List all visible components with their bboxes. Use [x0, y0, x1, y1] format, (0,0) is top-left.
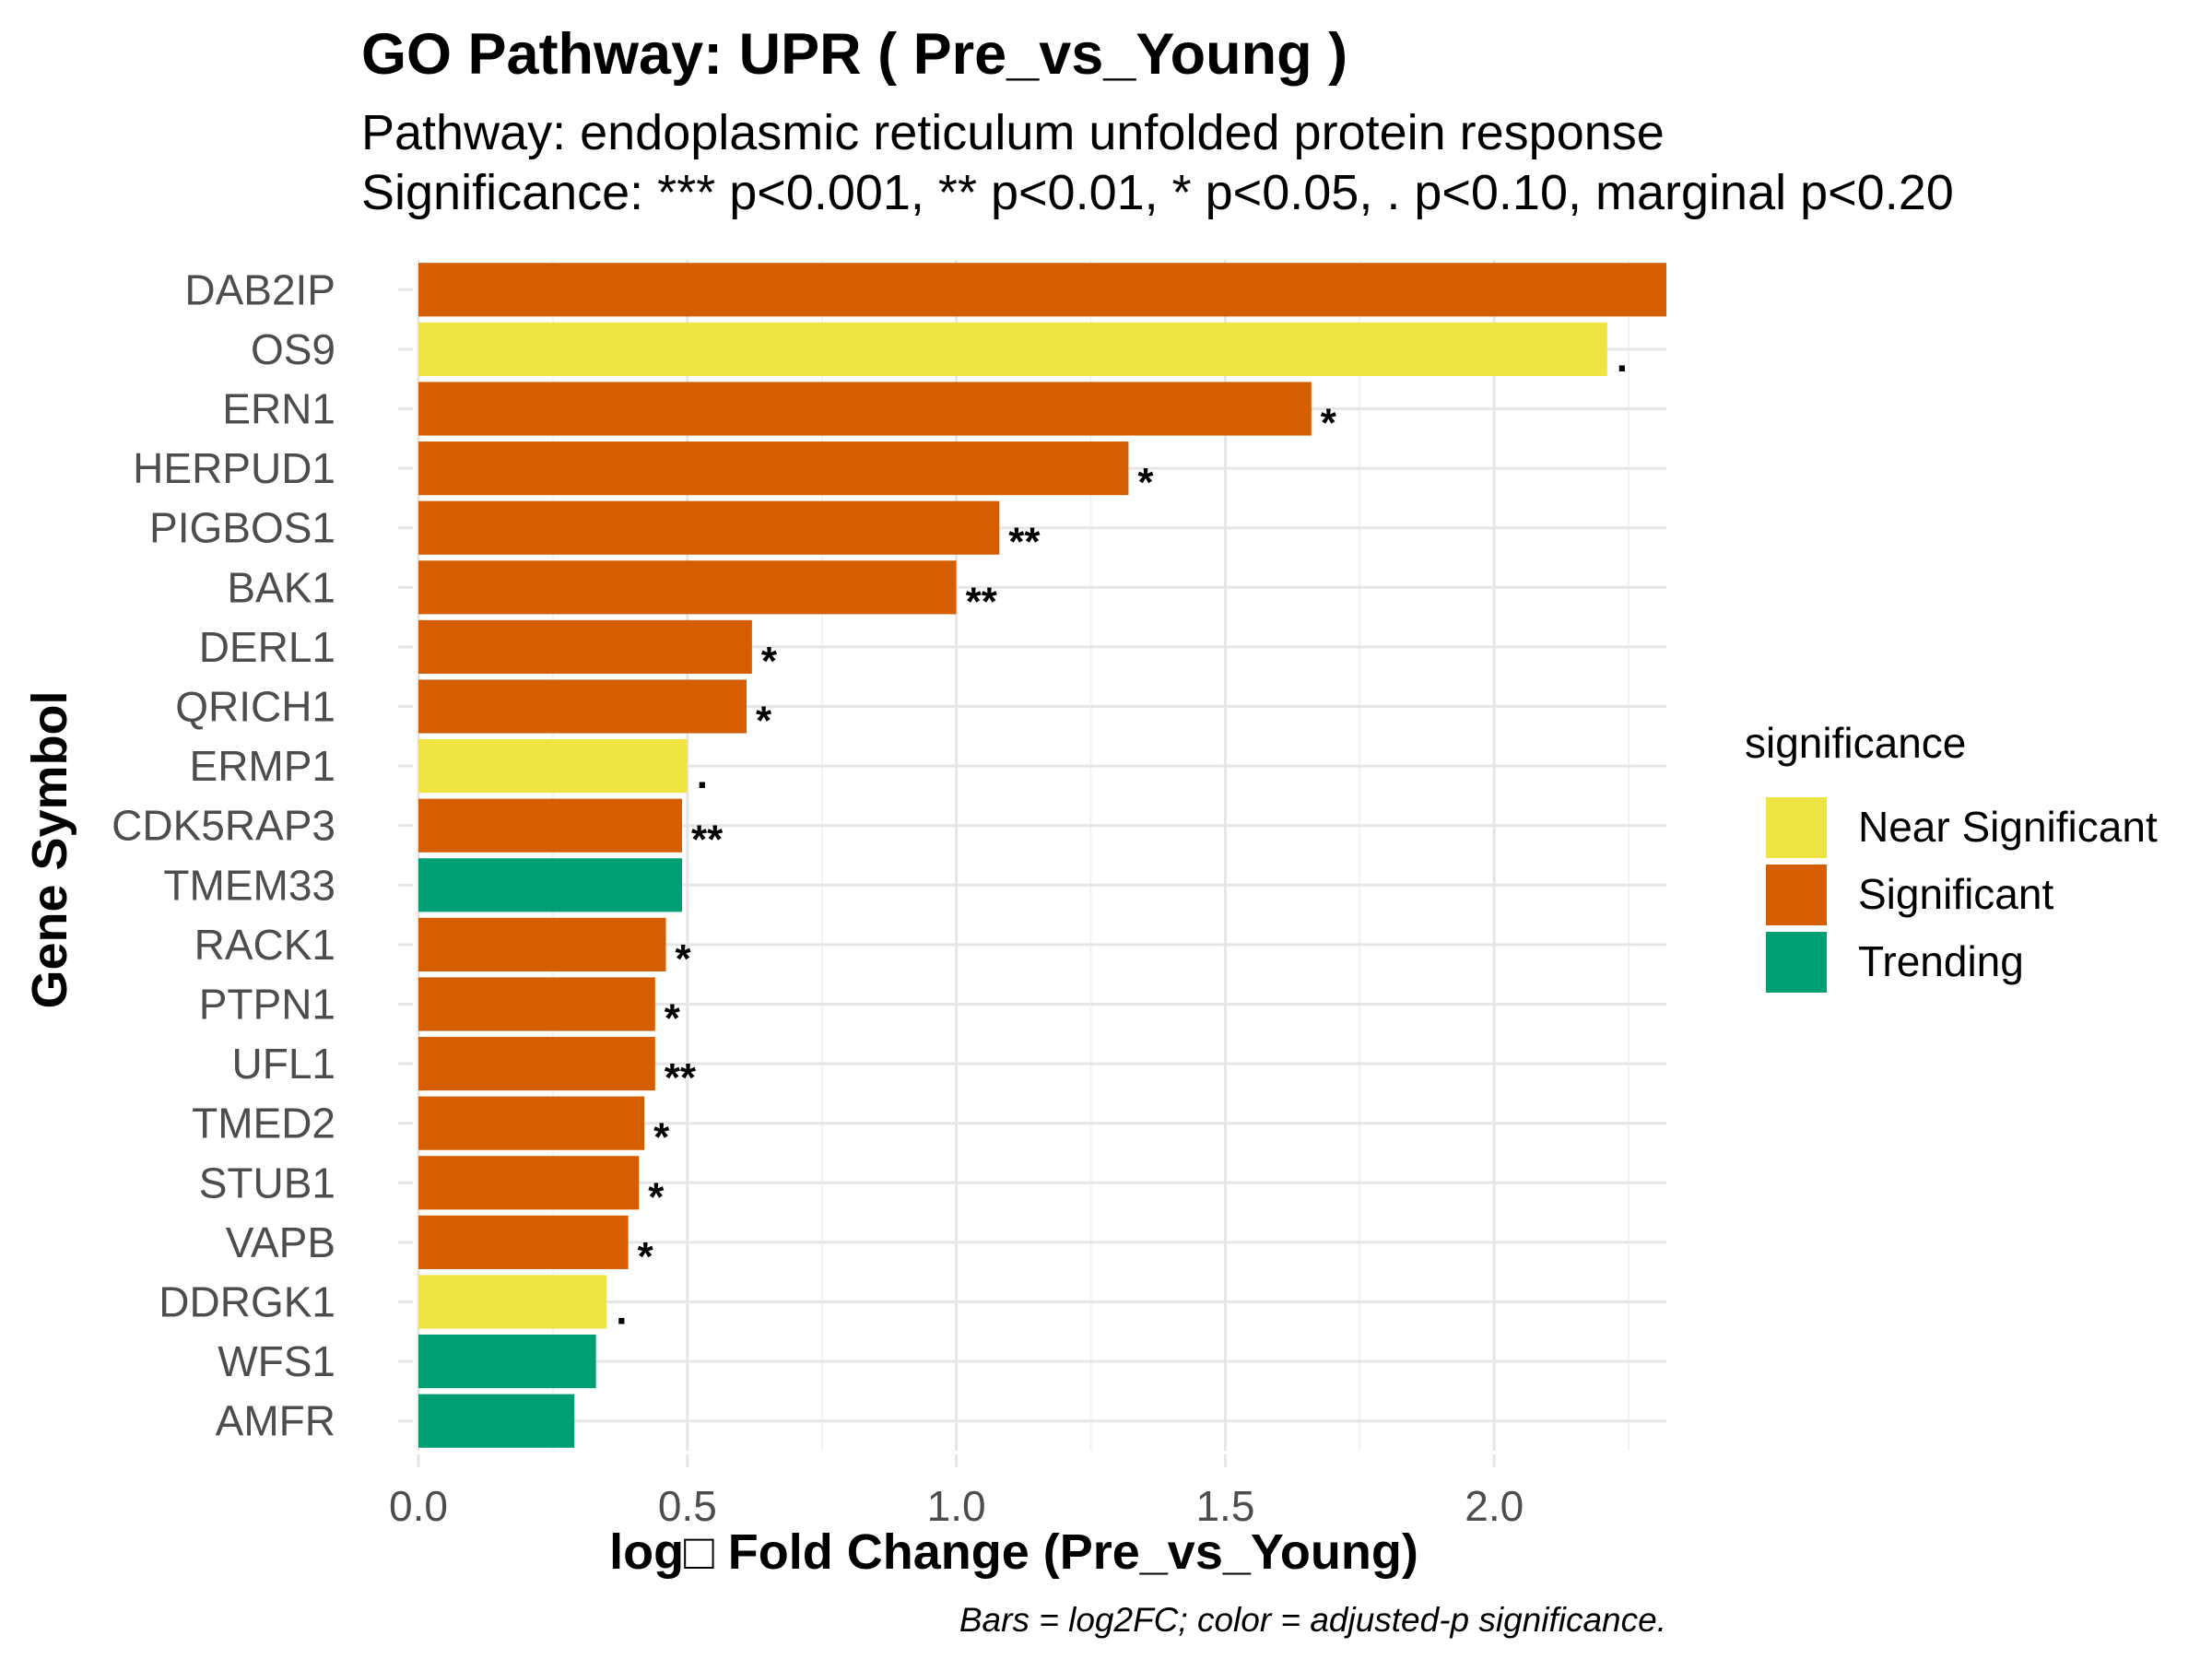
sig-label-qrich1: *	[756, 699, 772, 744]
x-tick-label: 0.5	[658, 1482, 717, 1530]
legend-label-trending: Trending	[1858, 937, 2024, 985]
sig-label-os9: .	[1617, 335, 1628, 381]
bar-tmem33	[418, 858, 682, 912]
bar-ern1	[418, 382, 1312, 436]
legend-swatch-trending	[1766, 932, 1827, 993]
sig-label-ufl1: **	[665, 1055, 697, 1100]
legend-swatch-significant	[1766, 865, 1827, 925]
y-tick-label: UFL1	[232, 1040, 335, 1088]
sig-label-derl1: *	[761, 639, 778, 684]
legend-title: significance	[1745, 719, 1966, 767]
y-tick-label: PTPN1	[199, 981, 335, 1029]
y-tick-label: HERPUD1	[133, 444, 335, 492]
x-axis-title: log□ Fold Change (Pre_vs_Young)	[609, 1524, 1418, 1580]
y-tick-label: ERMP1	[190, 742, 335, 790]
y-tick-label: WFS1	[218, 1337, 335, 1385]
bar-wfs1	[418, 1335, 596, 1389]
x-tick-label: 1.0	[927, 1482, 986, 1530]
legend-swatch-near-significant	[1766, 797, 1827, 858]
bar-os9	[418, 322, 1607, 376]
bar-ufl1	[418, 1037, 655, 1091]
y-tick-label: RACK1	[194, 921, 335, 969]
chart-title: GO Pathway: UPR ( Pre_vs_Young )	[361, 22, 1347, 87]
grid-lines	[417, 260, 1666, 1451]
y-tick-label: ERN1	[222, 385, 335, 433]
sig-label-ermp1: .	[697, 752, 708, 797]
bar-bak1	[418, 560, 957, 615]
bar-dab2ip	[418, 263, 1666, 317]
x-tick-label: 1.5	[1195, 1482, 1254, 1530]
y-tick-label: QRICH1	[175, 683, 335, 731]
bar-ptpn1	[418, 977, 655, 1031]
legend: significance Near Significant Significant…	[1745, 719, 2158, 993]
sig-label-cdk5rap3: **	[691, 818, 724, 863]
sig-label-stub1: *	[648, 1174, 665, 1219]
sig-label-bak1: **	[966, 579, 998, 624]
bars-group	[418, 263, 1666, 1448]
sig-label-vapb: *	[638, 1234, 654, 1279]
chart-subtitle-pathway: Pathway: endoplasmic reticulum unfolded …	[361, 105, 1665, 160]
sig-label-pigbos1: **	[1008, 520, 1041, 565]
bar-ermp1	[418, 739, 688, 794]
y-tick-label: TMEM33	[163, 861, 335, 909]
sig-label-ptpn1: *	[665, 996, 681, 1041]
bar-tmed2	[418, 1096, 645, 1150]
sig-label-tmed2: *	[653, 1115, 670, 1160]
bar-vapb	[418, 1215, 629, 1269]
bar-derl1	[418, 619, 752, 674]
sig-label-ern1: *	[1321, 401, 1337, 446]
y-tick-label: PIGBOS1	[149, 504, 335, 552]
y-tick-label: DAB2IP	[184, 265, 335, 313]
bar-qrich1	[418, 679, 747, 734]
sig-label-herpud1: *	[1137, 460, 1154, 505]
x-tick-label: 2.0	[1465, 1482, 1524, 1530]
legend-label-near-significant: Near Significant	[1858, 803, 2158, 851]
significance-labels: .********.*********.	[616, 335, 1628, 1334]
y-tick-label: TMED2	[192, 1100, 335, 1147]
y-axis-title: Gene Symbol	[22, 690, 77, 1008]
bar-amfr	[418, 1394, 575, 1448]
x-tick-label: 0.0	[389, 1482, 448, 1530]
y-tick-label: DDRGK1	[159, 1278, 335, 1326]
bar-stub1	[418, 1156, 640, 1210]
y-axis: DAB2IP OS9 ERN1 HERPUD1 PIGBOS1 BAK1 DERL1 QRIC…	[112, 265, 413, 1445]
bar-herpud1	[418, 441, 1129, 496]
bar-pigbos1	[418, 500, 1000, 555]
y-tick-label: STUB1	[199, 1159, 335, 1206]
y-tick-label: BAK1	[227, 563, 335, 611]
bar-cdk5rap3	[418, 798, 682, 853]
y-tick-label: OS9	[251, 325, 335, 373]
y-tick-label: CDK5RAP3	[112, 802, 335, 850]
chart-subtitle-significance: Significance: *** p<0.001, ** p<0.01, * …	[361, 165, 1954, 220]
legend-label-significant: Significant	[1858, 870, 2053, 918]
y-tick-label: AMFR	[216, 1397, 335, 1445]
bar-ddrgk1	[418, 1275, 607, 1329]
y-tick-label: VAPB	[226, 1218, 335, 1266]
sig-label-ddrgk1: .	[616, 1288, 627, 1334]
chart-caption: Bars = log2FC; color = adjusted-p signif…	[959, 1601, 1666, 1639]
bar-rack1	[418, 917, 666, 971]
x-axis: 0.0 0.5 1.0 1.5 2.0	[389, 1454, 1524, 1530]
sig-label-rack1: *	[675, 936, 691, 982]
y-tick-label: DERL1	[199, 623, 335, 671]
